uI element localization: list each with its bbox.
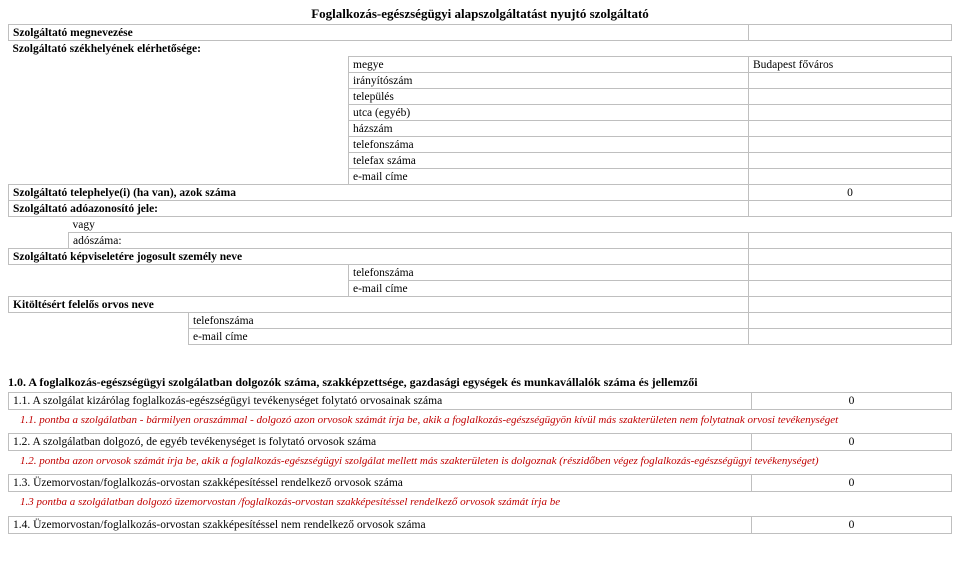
val-kit-tel xyxy=(749,313,952,329)
val-tel xyxy=(749,137,952,153)
row-kitoltesert: Kitöltésért felelős orvos neve xyxy=(9,297,749,313)
row-telephely: Szolgáltató telephelye(i) (ha van), azok… xyxy=(9,185,749,201)
val-fax xyxy=(749,153,952,169)
q-1-4-value: 0 xyxy=(752,516,952,533)
q-1-2-label: 1.2. A szolgálatban dolgozó, de egyéb te… xyxy=(9,434,752,451)
q-1-1-value: 0 xyxy=(752,393,952,410)
val-hazszam xyxy=(749,121,952,137)
val-utca xyxy=(749,105,952,121)
label-email: e-mail címe xyxy=(349,169,749,185)
row-name: Szolgáltató megnevezése xyxy=(9,25,749,41)
val-adoszama xyxy=(749,233,952,249)
q-1-1: 1.1. A szolgálat kizárólag foglalkozás-e… xyxy=(8,392,952,410)
val-adojel xyxy=(749,201,952,217)
val-telepules xyxy=(749,89,952,105)
val-email xyxy=(749,169,952,185)
q-1-2: 1.2. A szolgálatban dolgozó, de egyéb te… xyxy=(8,433,952,451)
row-seat: Szolgáltató székhelyének elérhetősége: xyxy=(9,41,952,57)
label-irsz: irányítószám xyxy=(349,73,749,89)
label-kit-tel: telefonszáma xyxy=(189,313,749,329)
val-name xyxy=(749,25,952,41)
q-1-4-label: 1.4. Üzemorvostan/foglalkozás-orvostan s… xyxy=(9,516,752,533)
note-1-3: 1.3 pontba a szolgálatban dolgozó üzemor… xyxy=(8,494,952,515)
label-kit-email: e-mail címe xyxy=(189,329,749,345)
q-1-2-value: 0 xyxy=(752,434,952,451)
val-kit-email xyxy=(749,329,952,345)
val-kepv-tel xyxy=(749,265,952,281)
val-megye: Budapest főváros xyxy=(749,57,952,73)
page-title: Foglalkozás-egészségügyi alapszolgáltatá… xyxy=(8,6,952,22)
val-kepv xyxy=(749,249,952,265)
label-kepv-tel: telefonszáma xyxy=(349,265,749,281)
note-1-1: 1.1. pontba a szolgálatban - bármilyen o… xyxy=(8,412,952,433)
label-fax: telefax száma xyxy=(349,153,749,169)
label-megye: megye xyxy=(349,57,749,73)
q-1-3-value: 0 xyxy=(752,475,952,492)
q-1-3: 1.3. Üzemorvostan/foglalkozás-orvostan s… xyxy=(8,474,952,492)
val-telephely: 0 xyxy=(749,185,952,201)
label-tel: telefonszáma xyxy=(349,137,749,153)
q-1-4: 1.4. Üzemorvostan/foglalkozás-orvostan s… xyxy=(8,516,952,534)
val-kitoltesert xyxy=(749,297,952,313)
label-kepv-email: e-mail címe xyxy=(349,281,749,297)
label-hazszam: házszám xyxy=(349,121,749,137)
provider-form: Szolgáltató megnevezése Szolgáltató szék… xyxy=(8,24,952,345)
label-utca: utca (egyéb) xyxy=(349,105,749,121)
row-kepv: Szolgáltató képviseletére jogosult szemé… xyxy=(9,249,749,265)
q-1-3-label: 1.3. Üzemorvostan/foglalkozás-orvostan s… xyxy=(9,475,752,492)
section-10-title: 1.0. A foglalkozás-egészségügyi szolgála… xyxy=(8,375,952,390)
note-1-2: 1.2. pontba azon orvosok számát írja be,… xyxy=(8,453,952,474)
val-kepv-email xyxy=(749,281,952,297)
label-adoszama: adószáma: xyxy=(69,233,749,249)
val-irsz xyxy=(749,73,952,89)
label-telepules: település xyxy=(349,89,749,105)
q-1-1-label: 1.1. A szolgálat kizárólag foglalkozás-e… xyxy=(9,393,752,410)
row-adojel: Szolgáltató adóazonosító jele: xyxy=(9,201,749,217)
label-vagy: vagy xyxy=(69,217,952,233)
